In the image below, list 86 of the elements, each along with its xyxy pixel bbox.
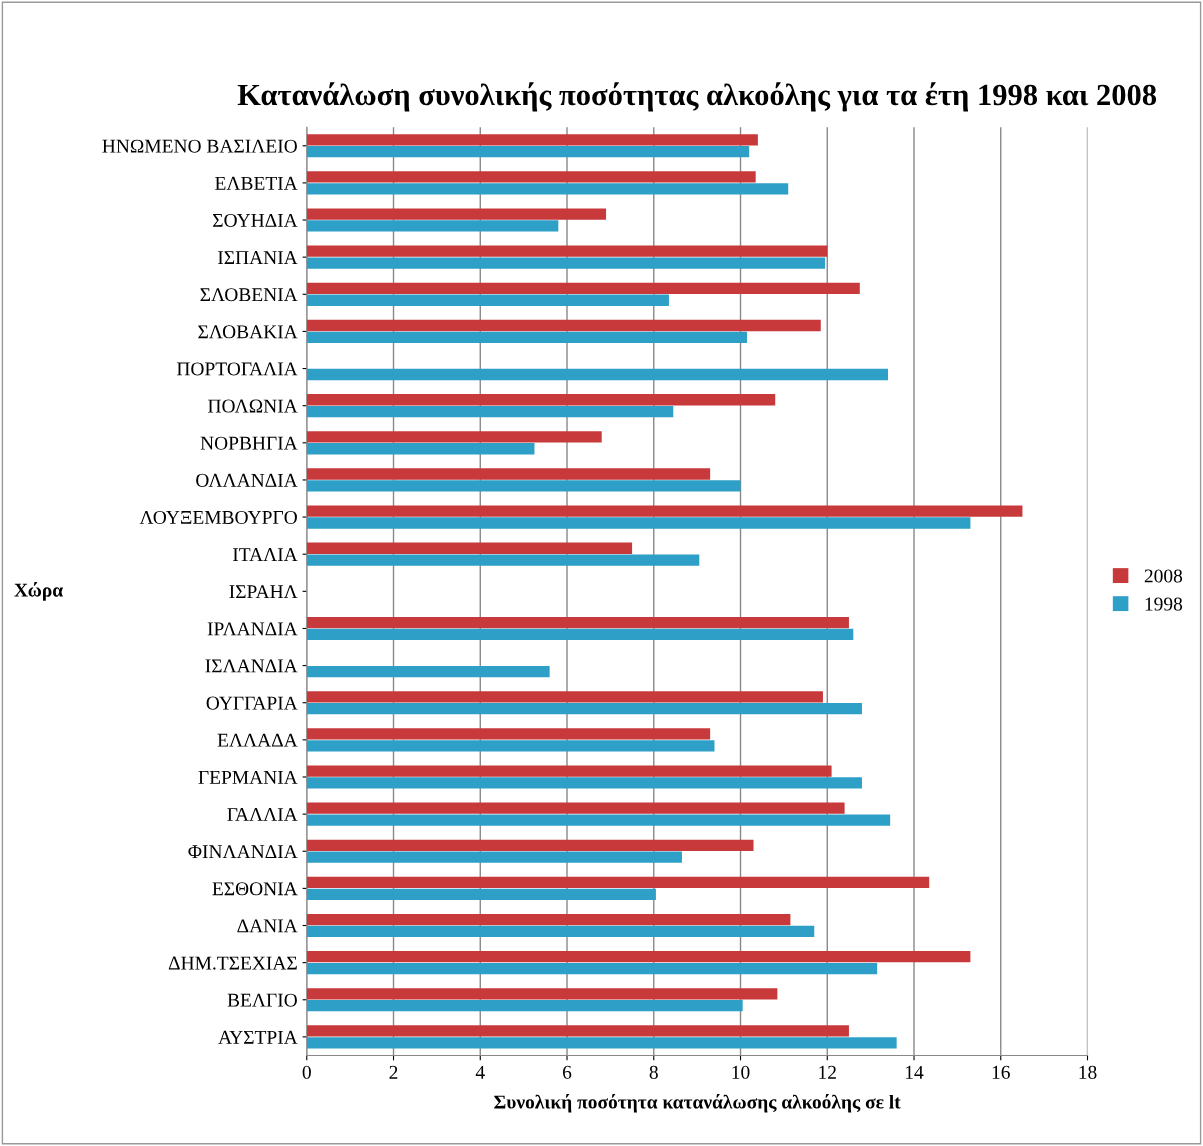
bar [306, 913, 791, 926]
x-tick-label: 8 [649, 1065, 658, 1079]
y-tick-label: ΙΡΛΑΝΔΙΑ [207, 622, 298, 636]
y-tick-label: ΒΕΛΓΙΟ [227, 993, 297, 1007]
bar [306, 554, 700, 566]
bar [306, 962, 878, 975]
legend-label: 1998 [1145, 597, 1183, 611]
y-tick-label: ΛΟΥΞΕΜΒΟΥΡΓΟ [139, 510, 297, 525]
bar [306, 331, 748, 344]
y-tick-label: ΣΟΥΗΔΙΑ [213, 213, 298, 227]
y-tick-label: ΕΛΛΑΔΑ [217, 733, 298, 747]
bar [306, 220, 559, 232]
bar [306, 171, 756, 183]
bar [306, 394, 776, 406]
bar [306, 405, 674, 418]
bar [306, 1037, 897, 1049]
bar [306, 134, 758, 146]
bar [306, 468, 711, 480]
y-tick-label: ΣΛΟΒΕΝΙΑ [200, 288, 298, 302]
y-tick-label: ΕΣΘΟΝΙΑ [212, 882, 298, 896]
bar [306, 1000, 743, 1012]
bar [306, 988, 778, 1000]
bar [306, 888, 656, 900]
y-tick-label: ΟΥΓΓΑΡΙΑ [206, 696, 298, 710]
y-tick-label: ΠΟΡΤΟΓΑΛΙΑ [176, 362, 298, 376]
bar [306, 505, 1023, 517]
bar [306, 542, 633, 554]
bar [306, 183, 789, 195]
bar [306, 480, 741, 492]
bar [306, 728, 711, 740]
bar [306, 294, 669, 306]
bar [306, 703, 862, 715]
bar [306, 839, 754, 851]
y-tick-label: ΑΥΣΤΡΙΑ [218, 1030, 298, 1044]
bar [306, 851, 682, 863]
bar [306, 368, 888, 381]
x-tick-label: 4 [475, 1065, 485, 1079]
bar [306, 740, 715, 752]
bar [306, 517, 971, 529]
x-tick-label: 10 [732, 1065, 750, 1079]
y-tick-label: ΦΙΝΛΑΝΔΙΑ [188, 845, 298, 858]
bar [306, 802, 845, 814]
bar [306, 282, 860, 294]
bar [306, 691, 823, 703]
x-axis-title: Συνολική ποσότητα κατανάλωσης αλκοόλης σε lt [494, 1093, 901, 1113]
bar [306, 665, 550, 678]
legend-label: 2008 [1144, 569, 1183, 583]
y-tick-label: ΣΛΟΒΑΚΙΑ [198, 325, 298, 339]
bar [306, 146, 750, 158]
x-tick-label: 16 [992, 1065, 1010, 1079]
bar [306, 257, 826, 269]
x-tick-label: 18 [1079, 1065, 1097, 1079]
chart-title: Κατανάλωση συνολικής ποσότητας αλκοόλης για τα έτη 1998 και 2008 [237, 82, 1157, 112]
x-tick-label: 0 [302, 1065, 311, 1079]
y-tick-label: ΕΛΒΕΤΙΑ [215, 176, 298, 190]
y-tick-label: ΔΑΝΙΑ [237, 919, 298, 933]
bar [306, 1025, 849, 1037]
bar [306, 951, 971, 963]
bar [306, 616, 849, 629]
bar [306, 319, 821, 332]
x-tick-label: 14 [906, 1065, 924, 1079]
bar [306, 814, 891, 826]
bar [306, 925, 815, 938]
bar [306, 777, 862, 789]
y-tick-label: ΗΝΩΜΕΝΟ ΒΑΣΙΛΕΙΟ [102, 139, 297, 153]
y-tick-label: ΓΑΛΛΙΑ [227, 808, 298, 821]
y-tick-label: ΙΣΛΑΝΔΙΑ [205, 659, 298, 673]
y-tick-label: ΝΟΡΒΗΓΙΑ [200, 436, 298, 450]
x-tick-label: 6 [562, 1065, 572, 1079]
bar [306, 245, 828, 257]
x-tick-label: 12 [819, 1065, 836, 1079]
y-axis-title: Χώρα [14, 582, 63, 601]
y-tick-label: ΠΟΛΩΝΙΑ [208, 399, 298, 413]
y-tick-label: ΟΛΛΑΝΔΙΑ [196, 473, 298, 487]
y-tick-label: ΙΣΡΑΗΛ [229, 585, 298, 599]
bar [306, 765, 832, 777]
bar [306, 443, 535, 455]
y-tick-label: ΙΣΠΑΝΙΑ [218, 251, 298, 264]
y-tick-label: ΙΤΑΛΙΑ [232, 548, 298, 561]
bar [306, 876, 930, 889]
bar [306, 431, 602, 443]
x-tick-label: 2 [389, 1065, 398, 1079]
y-tick-label: ΓΕΡΜΑΝΙΑ [198, 770, 298, 784]
bar [306, 208, 607, 220]
y-tick-label: ΔΗΜ.ΤΣΕΧΙΑΣ [168, 956, 297, 970]
bar [306, 628, 854, 641]
